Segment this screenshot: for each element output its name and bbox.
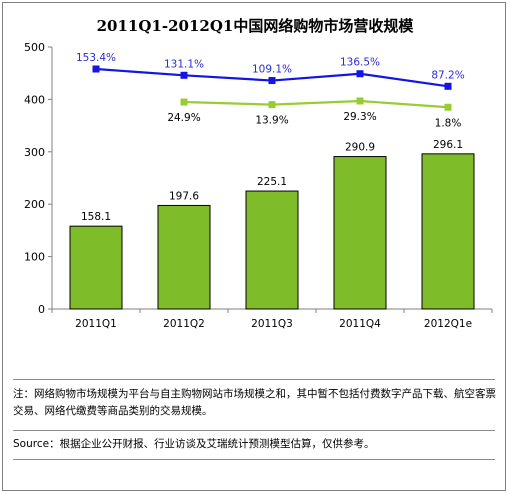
- yoy-growth-label: 153.4%: [76, 52, 116, 64]
- yoy-growth-label: 109.1%: [252, 64, 292, 76]
- bar: [69, 225, 123, 310]
- bar: [245, 190, 299, 310]
- bar: [157, 204, 211, 310]
- yoy-growth-label: 131.1%: [164, 58, 204, 70]
- qoq-growth-point: [268, 101, 276, 109]
- bar: [333, 156, 387, 310]
- x-tick-label: 2012Q1e: [424, 318, 472, 330]
- note-separator-middle: [13, 430, 495, 431]
- yoy-growth-point: [444, 82, 452, 90]
- bar-value-label: 158.1: [81, 211, 111, 223]
- chart-svg: 2011Q1-2012Q1中国网络购物市场营收规模 0 100 200 300 400 5…: [24, 17, 493, 330]
- y-tick-label: 200: [24, 198, 45, 211]
- yoy-growth-label: 136.5%: [340, 57, 380, 69]
- y-tick-label: 500: [24, 41, 45, 54]
- yoy-growth-label: 87.2%: [431, 69, 464, 81]
- x-tick-label: 2011Q2: [163, 318, 205, 330]
- y-tick-label: 400: [24, 93, 45, 106]
- qoq-growth-line: [183, 99, 449, 109]
- qoq-growth-point: [356, 97, 364, 105]
- qoq-growth-label: 1.8%: [435, 117, 462, 129]
- bar-value-label: 290.9: [345, 142, 375, 154]
- chart-title: 2011Q1-2012Q1中国网络购物市场营收规模: [97, 17, 415, 35]
- note-separator-bottom: [13, 459, 495, 460]
- line-series: 24.9% 13.9% 29.3% 1.8% 153.4% 131.1% 109.1% 136…: [76, 52, 465, 129]
- yoy-growth-point: [92, 65, 100, 73]
- chart-frame: 2011Q1-2012Q1中国网络购物市场营收规模 0 100 200 300 400 5…: [2, 2, 506, 491]
- footnote-text: 注：网络购物市场规模为平台与自主购物网站市场规模之和，其中暂不包括付费数字产品下…: [13, 388, 496, 417]
- qoq-growth-point: [180, 98, 188, 106]
- bar-value-label: 225.1: [257, 176, 287, 188]
- source-text: Source：根据企业公开财报、行业访谈及艾瑞统计预测模型估算，仅供参考。: [13, 438, 375, 450]
- bar-value-label: 296.1: [433, 139, 463, 151]
- x-tick-label: 2011Q1: [75, 318, 117, 330]
- qoq-growth-label: 29.3%: [343, 111, 376, 123]
- yoy-growth-point: [268, 77, 276, 85]
- yoy-growth-point: [356, 70, 364, 78]
- chart-axes: 0 100 200 300 400 500 2011Q1 2011Q2 2011Q3 2011Q4…: [24, 41, 493, 330]
- y-tick-label: 300: [24, 146, 45, 159]
- y-tick-label: 0: [38, 303, 45, 316]
- bar-value-label: 197.6: [169, 190, 199, 202]
- x-tick-label: 2011Q4: [339, 318, 381, 330]
- qoq-growth-point: [444, 103, 452, 111]
- x-tick-label: 2011Q3: [251, 318, 293, 330]
- bar: [421, 153, 475, 310]
- qoq-growth-label: 24.9%: [167, 112, 200, 124]
- qoq-growth-label: 13.9%: [255, 115, 288, 127]
- yoy-growth-point: [180, 71, 188, 79]
- y-tick-label: 100: [24, 251, 45, 264]
- bar-series: 158.1 197.6 225.1 290.9 296.1: [69, 139, 475, 310]
- note-separator-top: [13, 379, 495, 380]
